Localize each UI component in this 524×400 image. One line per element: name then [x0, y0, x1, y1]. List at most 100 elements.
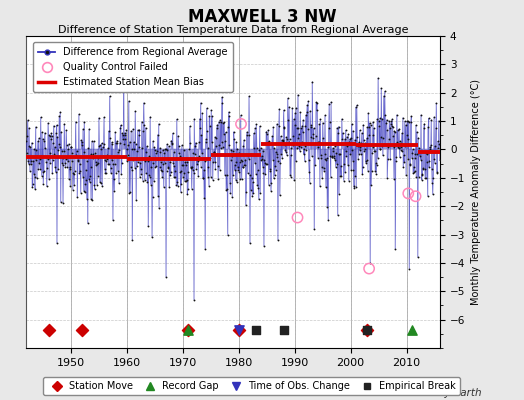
- Point: [214, 163, 222, 170]
- Point: [391, 246, 400, 252]
- Point: [222, 187, 231, 193]
- Point: [166, 172, 174, 178]
- Point: [148, 234, 156, 240]
- Point: [45, 132, 53, 139]
- Point: [137, 170, 146, 177]
- Point: [173, 179, 181, 186]
- Point: [163, 146, 172, 153]
- Point: [342, 153, 351, 160]
- Point: [184, 186, 192, 192]
- Point: [67, 144, 75, 150]
- Point: [358, 164, 367, 170]
- Point: [326, 152, 334, 159]
- Point: [301, 143, 309, 150]
- Point: [45, 326, 53, 333]
- Point: [423, 193, 432, 199]
- Point: [269, 175, 278, 182]
- Point: [168, 130, 177, 136]
- Point: [113, 168, 122, 174]
- Point: [154, 131, 162, 138]
- Point: [304, 157, 313, 164]
- Point: [248, 179, 257, 186]
- Point: [419, 166, 427, 172]
- Point: [96, 179, 104, 185]
- Point: [182, 176, 191, 183]
- Point: [112, 140, 120, 146]
- Point: [388, 124, 397, 130]
- Point: [312, 107, 321, 114]
- Point: [260, 156, 269, 163]
- Point: [74, 156, 82, 163]
- Point: [170, 163, 179, 170]
- Point: [27, 161, 35, 168]
- Point: [279, 138, 287, 144]
- Point: [181, 161, 190, 168]
- Point: [261, 171, 269, 178]
- Point: [228, 193, 236, 200]
- Point: [202, 105, 211, 111]
- Point: [50, 151, 58, 157]
- Point: [301, 122, 310, 129]
- Point: [376, 115, 384, 121]
- Point: [239, 137, 248, 143]
- Point: [26, 168, 34, 174]
- Point: [407, 113, 416, 120]
- Point: [47, 136, 55, 142]
- Point: [120, 140, 128, 147]
- Point: [25, 124, 33, 131]
- Point: [70, 182, 79, 188]
- Point: [162, 168, 171, 174]
- Point: [430, 160, 439, 166]
- Point: [56, 144, 64, 150]
- Point: [137, 165, 145, 172]
- Point: [142, 170, 150, 176]
- Point: [381, 112, 389, 119]
- Point: [272, 154, 281, 160]
- Point: [102, 158, 111, 164]
- Point: [267, 180, 276, 186]
- Point: [212, 134, 221, 141]
- Point: [62, 142, 71, 148]
- Point: [270, 144, 278, 151]
- Point: [322, 157, 331, 163]
- Point: [71, 154, 79, 160]
- Point: [66, 164, 74, 170]
- Point: [402, 132, 411, 138]
- Point: [177, 181, 185, 187]
- Point: [268, 141, 276, 147]
- Point: [155, 205, 163, 212]
- Point: [191, 142, 200, 149]
- Legend: Station Move, Record Gap, Time of Obs. Change, Empirical Break: Station Move, Record Gap, Time of Obs. C…: [43, 377, 460, 395]
- Point: [171, 168, 180, 175]
- Point: [275, 123, 283, 129]
- Point: [384, 156, 392, 162]
- Point: [304, 98, 312, 104]
- Point: [308, 78, 316, 85]
- Point: [411, 151, 420, 157]
- Point: [49, 140, 58, 146]
- Point: [422, 150, 431, 157]
- Point: [206, 174, 215, 180]
- Point: [210, 159, 219, 165]
- Point: [256, 123, 264, 129]
- Point: [428, 180, 436, 186]
- Point: [227, 153, 236, 160]
- Point: [117, 171, 125, 177]
- Point: [417, 177, 425, 183]
- Point: [139, 100, 148, 106]
- Point: [89, 155, 97, 161]
- Point: [265, 182, 273, 188]
- Point: [317, 155, 325, 161]
- Point: [383, 127, 391, 133]
- Point: [274, 237, 282, 244]
- Point: [247, 187, 255, 193]
- Point: [413, 150, 421, 157]
- Point: [383, 116, 391, 123]
- Point: [239, 164, 247, 170]
- Point: [166, 158, 174, 165]
- Point: [203, 128, 211, 134]
- Point: [429, 175, 438, 181]
- Point: [223, 171, 231, 178]
- Point: [250, 145, 258, 151]
- Point: [406, 160, 414, 167]
